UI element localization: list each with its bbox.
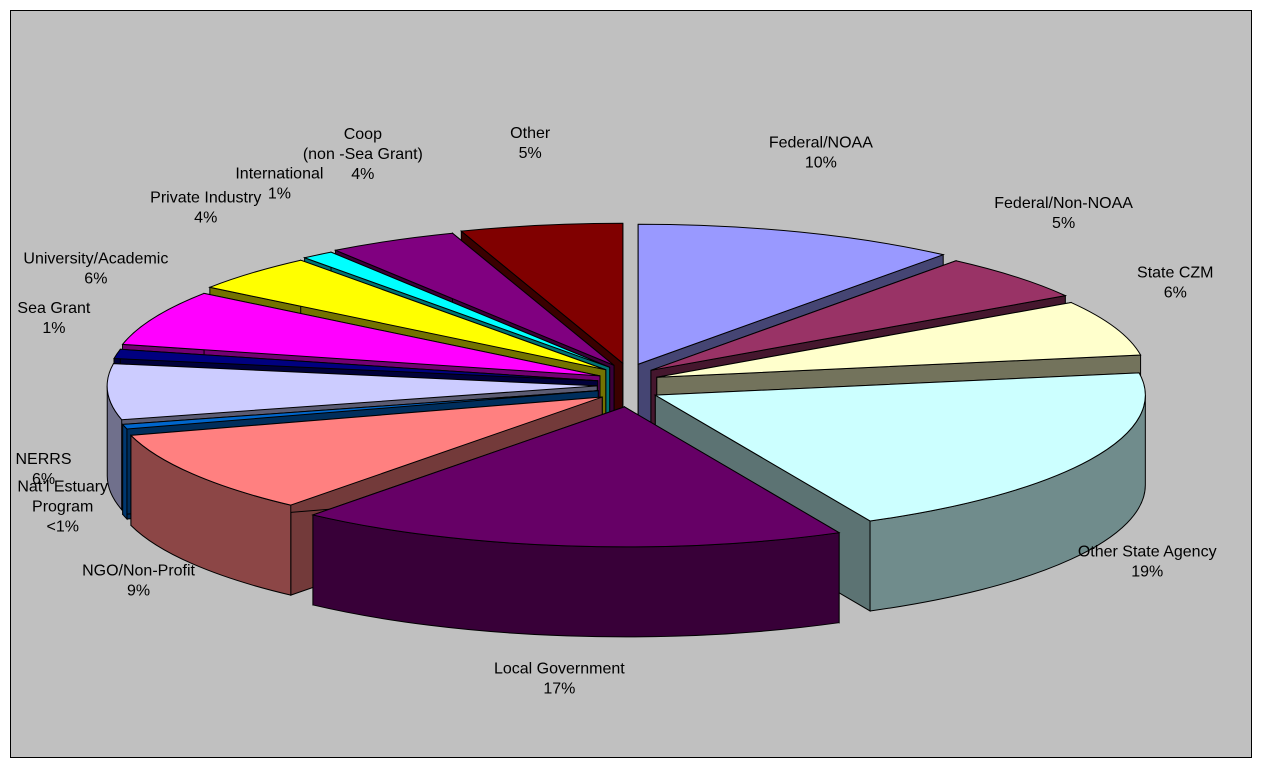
slice	[129, 396, 603, 506]
value-label: 5%	[1052, 215, 1075, 232]
value-label: 17%	[543, 680, 575, 697]
slice	[460, 222, 624, 365]
value-label: 9%	[127, 582, 150, 599]
slice	[106, 363, 598, 421]
labels: Federal/NOAA 10% Federal/Non-NOAA 5% State C…	[16, 125, 1217, 697]
slice	[208, 259, 606, 371]
category-label: Other	[510, 125, 551, 142]
slice	[637, 223, 945, 365]
slice	[333, 232, 615, 366]
category-label: Federal/Non-NOAA	[994, 195, 1133, 212]
value-label: 6%	[1164, 284, 1187, 301]
value-label: 10%	[805, 154, 837, 171]
category-label: Sea Grant	[17, 300, 90, 317]
category-label: International	[235, 165, 323, 182]
slice	[302, 251, 610, 368]
value-label: <1%	[46, 519, 78, 536]
value-label: 4%	[194, 210, 217, 227]
value-label: 1%	[42, 320, 65, 337]
category-label: State CZM	[1137, 264, 1213, 281]
category-label: Coop (non -Sea Grant)	[303, 126, 423, 163]
pie	[106, 222, 1146, 638]
slice	[121, 390, 599, 430]
value-label: 19%	[1131, 563, 1163, 580]
category-label: NERRS	[16, 451, 72, 468]
slice	[113, 348, 598, 382]
slice	[311, 406, 841, 548]
slice	[653, 372, 1146, 522]
value-label: 6%	[84, 271, 107, 288]
slice	[650, 260, 1068, 371]
value-label: 1%	[268, 185, 291, 202]
category-label: Other State Agency	[1078, 543, 1217, 560]
category-label: Federal/NOAA	[769, 134, 873, 151]
category-label: Nat’l Estuary Program	[17, 479, 108, 516]
category-label: Local Government	[494, 660, 625, 677]
category-label: NGO/Non-Profit	[82, 562, 195, 579]
category-label: University/Academic	[23, 251, 168, 268]
slice	[121, 292, 601, 377]
slice	[656, 302, 1142, 378]
value-label: 6%	[32, 471, 55, 488]
value-label: 5%	[519, 145, 542, 162]
slice-side	[122, 423, 128, 521]
category-label: Private Industry	[150, 190, 261, 207]
value-label: 4%	[351, 166, 374, 183]
